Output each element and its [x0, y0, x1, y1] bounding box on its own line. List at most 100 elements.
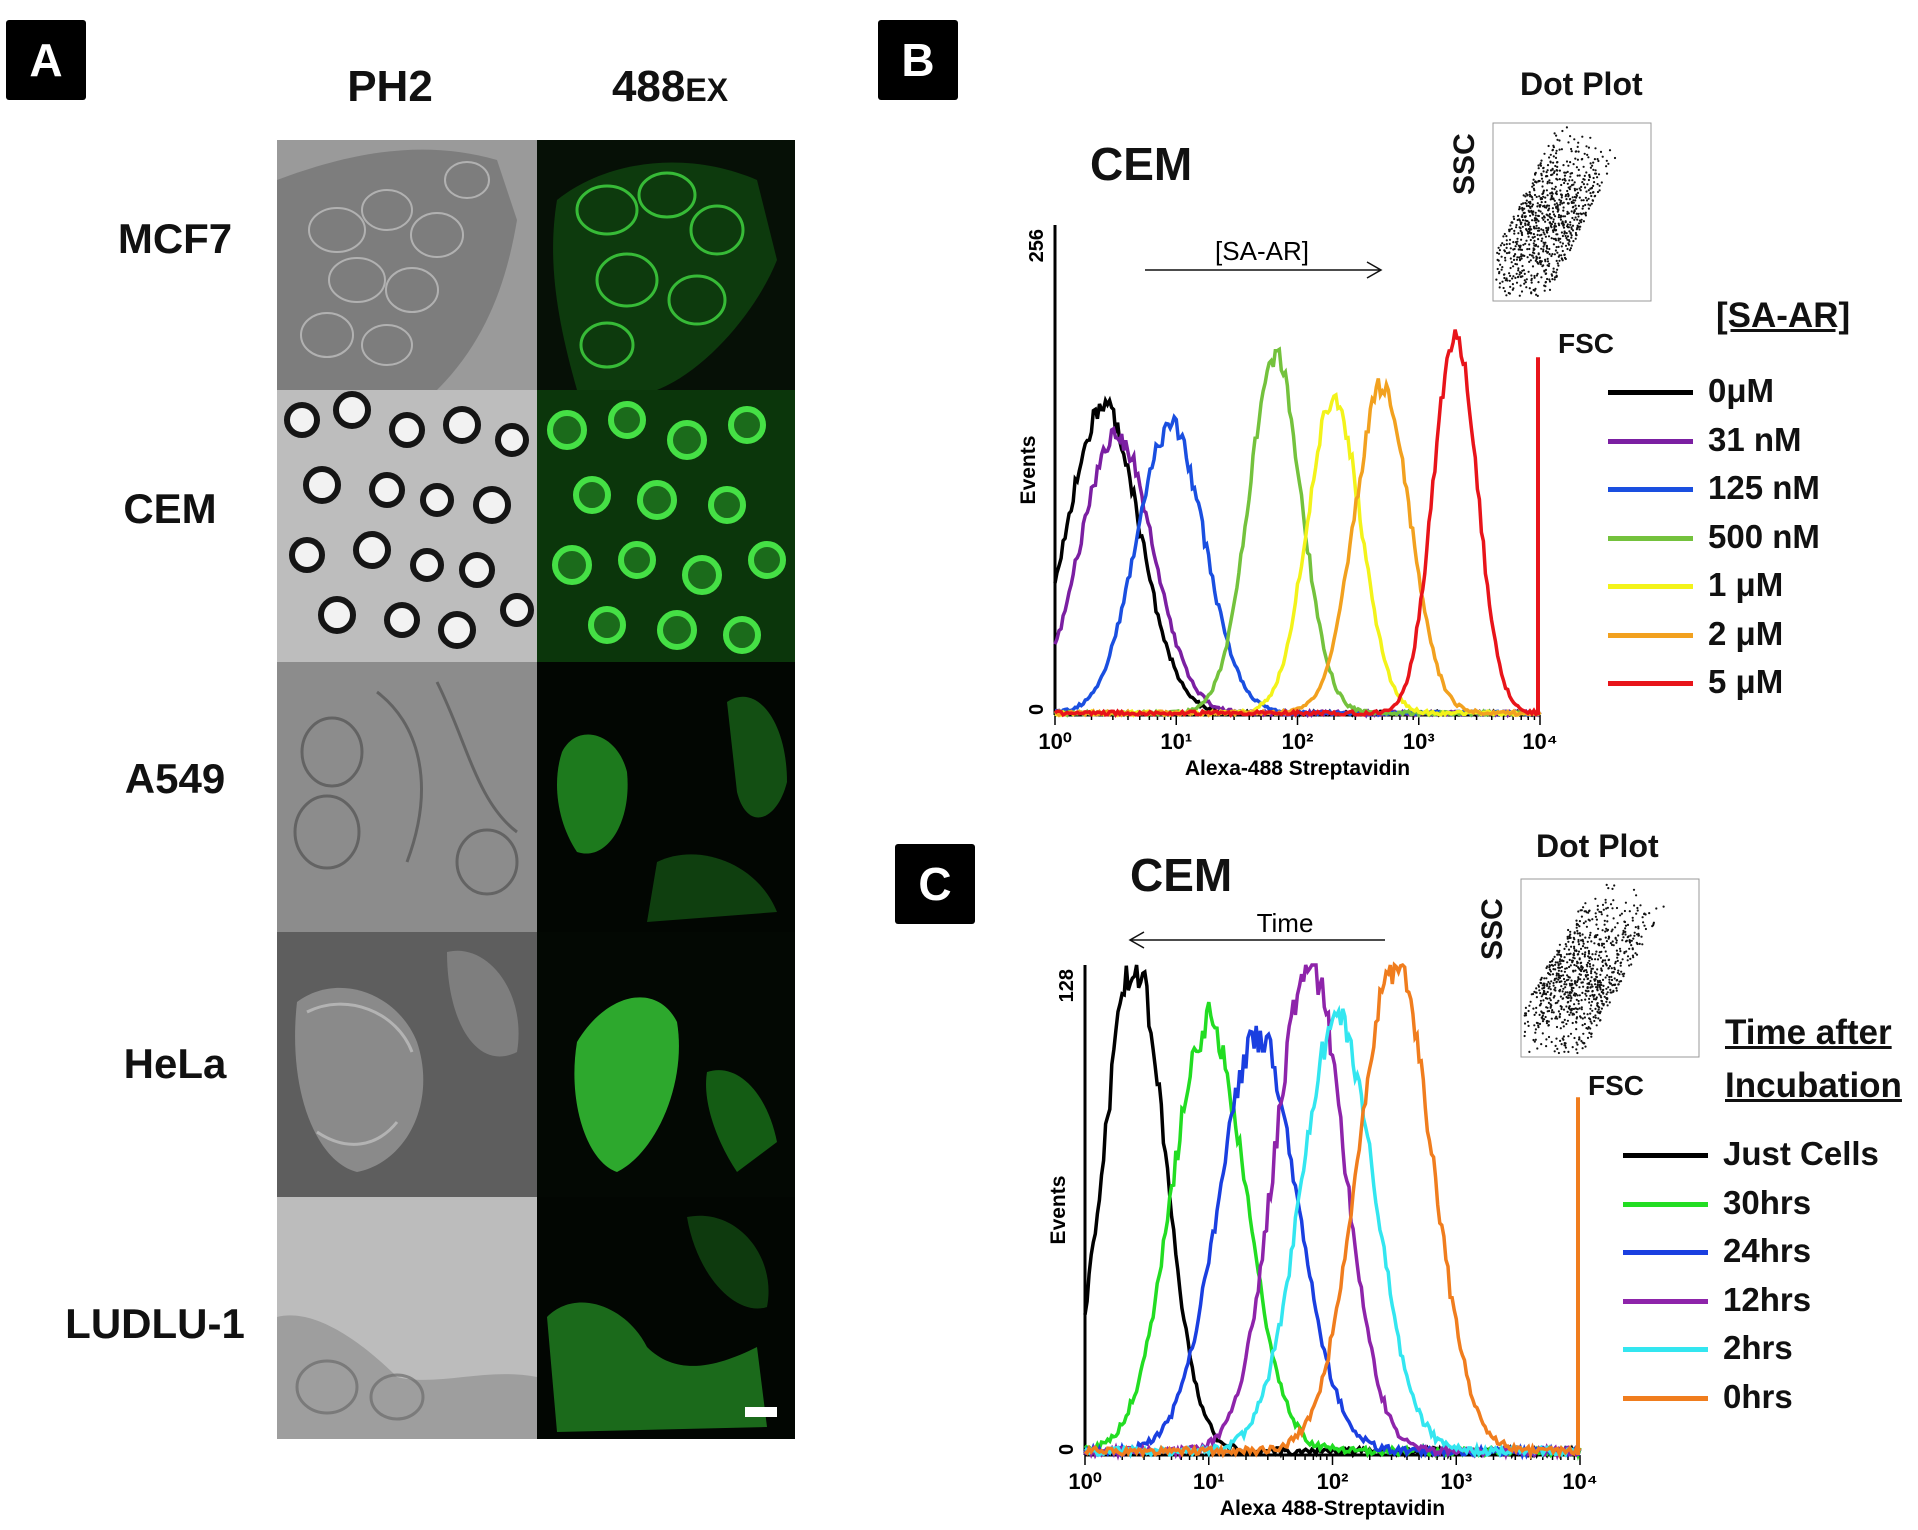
- dotplot-point: [1521, 269, 1524, 272]
- dotplot-point: [1575, 1007, 1578, 1010]
- dotplot-point: [1567, 202, 1570, 205]
- dotplot-point: [1538, 179, 1541, 183]
- dotplot-point: [1619, 964, 1622, 967]
- dotplot-point: [1553, 994, 1556, 998]
- dotplot-point: [1590, 983, 1593, 986]
- dotplot-point: [1555, 1025, 1559, 1029]
- dotplot-point: [1542, 1012, 1545, 1015]
- dotplot-point: [1508, 279, 1511, 282]
- dotplot-point: [1520, 203, 1523, 206]
- dotplot-point: [1532, 1007, 1535, 1010]
- y-max-label: 128: [1056, 969, 1078, 1002]
- dotplot-point: [1548, 247, 1551, 251]
- dotplot-point: [1562, 206, 1565, 209]
- dotplot-point: [1591, 164, 1594, 167]
- dotplot-point: [1564, 991, 1567, 994]
- dotplot-point: [1542, 241, 1545, 244]
- dotplot-point: [1630, 963, 1633, 966]
- dotplot-point: [1563, 171, 1566, 174]
- dotplot-point: [1532, 247, 1535, 250]
- dotplot-point: [1543, 243, 1546, 246]
- dotplot-point: [1558, 139, 1561, 142]
- panel-b-label: B: [878, 20, 958, 100]
- dotplot-point: [1569, 135, 1572, 138]
- dotplot-point: [1563, 1042, 1566, 1045]
- dotplot-point: [1576, 953, 1579, 956]
- dotplot-point: [1586, 153, 1589, 156]
- dotplot-point: [1501, 242, 1504, 245]
- dotplot-point: [1578, 925, 1581, 928]
- dotplot-point: [1620, 912, 1623, 915]
- dotplot-point: [1640, 935, 1643, 938]
- dotplot-point: [1569, 231, 1572, 234]
- dotplot-point: [1508, 242, 1511, 245]
- dotplot-point: [1553, 203, 1556, 206]
- dotplot-point: [1596, 176, 1599, 179]
- dotplot-point: [1512, 265, 1515, 268]
- dotplot-point: [1595, 996, 1598, 999]
- dotplot-point: [1589, 965, 1592, 968]
- cem-ph2-texture: [277, 390, 537, 662]
- dotplot-point: [1542, 986, 1545, 990]
- dotplot-point: [1563, 1044, 1566, 1047]
- cem-488-texture: [537, 390, 795, 662]
- dotplot-point: [1637, 925, 1640, 928]
- dotplot-point: [1563, 947, 1566, 950]
- dotplot-point: [1599, 988, 1602, 991]
- micrograph-cem-ph2: [277, 390, 537, 662]
- dotplot-point: [1532, 242, 1535, 245]
- panel-b-legend-swatch: [1608, 632, 1693, 638]
- dotplot-point: [1542, 167, 1545, 170]
- dotplot-point: [1510, 227, 1513, 230]
- dotplot-point: [1526, 223, 1529, 226]
- dotplot-point: [1559, 962, 1562, 965]
- dotplot-point: [1541, 237, 1544, 240]
- dotplot-point: [1520, 253, 1523, 256]
- dotplot-point: [1562, 224, 1565, 227]
- dotplot-point: [1633, 904, 1636, 907]
- dotplot-point: [1587, 207, 1590, 210]
- dotplot-point: [1531, 182, 1534, 185]
- dotplot-point: [1582, 906, 1585, 909]
- dotplot-point: [1565, 953, 1568, 956]
- dotplot-point: [1530, 274, 1533, 277]
- dotplot-point: [1553, 955, 1556, 958]
- dotplot-point: [1593, 1019, 1596, 1023]
- dotplot-point: [1526, 194, 1529, 197]
- dotplot-point: [1593, 195, 1596, 198]
- dotplot-point: [1570, 236, 1573, 239]
- dotplot-point: [1655, 907, 1658, 910]
- dotplot-point: [1554, 986, 1557, 989]
- dotplot-point: [1607, 967, 1610, 970]
- dotplot-point: [1534, 172, 1537, 175]
- panel-b-legend-label: 500 nM: [1708, 517, 1820, 555]
- dotplot-point: [1587, 911, 1590, 914]
- dotplot-point: [1602, 942, 1605, 945]
- dotplot-point: [1594, 915, 1597, 918]
- dotplot-point: [1540, 172, 1543, 175]
- dotplot-point: [1554, 961, 1557, 964]
- dotplot-point: [1630, 944, 1633, 947]
- dotplot-point: [1568, 188, 1571, 191]
- dotplot-point: [1556, 953, 1559, 956]
- dotplot-point: [1527, 235, 1530, 238]
- dotplot-point: [1524, 216, 1527, 219]
- dotplot-point: [1607, 887, 1610, 890]
- dotplot-point: [1553, 228, 1556, 231]
- dotplot-point: [1543, 984, 1546, 987]
- dotplot-point: [1581, 966, 1584, 969]
- dotplot-point: [1582, 922, 1585, 925]
- dotplot-point: [1622, 929, 1625, 932]
- dotplot-point: [1577, 966, 1580, 969]
- panel-b-title: CEM: [1090, 138, 1193, 190]
- dotplot-point: [1560, 231, 1563, 234]
- dotplot-point: [1573, 1036, 1576, 1040]
- dotplot-point: [1594, 978, 1597, 981]
- panel-b-histogram: 10⁰ 10¹ 10² 10³ 10⁴ 256 0 Events Alexa-488 Strep…: [1017, 225, 1558, 780]
- dotplot-point: [1579, 189, 1582, 192]
- dotplot-point: [1563, 983, 1566, 986]
- dotplot-point: [1616, 956, 1619, 959]
- dotplot-point: [1582, 970, 1585, 973]
- dotplot-point: [1539, 992, 1542, 995]
- dotplot-point: [1533, 193, 1537, 197]
